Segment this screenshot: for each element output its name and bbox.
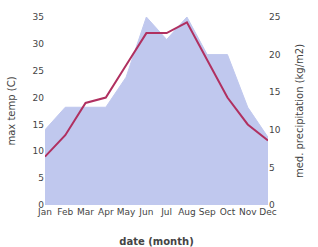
svg-text:5: 5	[269, 163, 275, 173]
svg-text:Dec: Dec	[259, 207, 276, 217]
svg-text:20: 20	[33, 93, 45, 103]
svg-text:Aug: Aug	[178, 207, 196, 217]
svg-text:Jun: Jun	[138, 207, 153, 217]
svg-text:5: 5	[38, 173, 44, 183]
svg-text:Jul: Jul	[160, 207, 172, 217]
svg-text:20: 20	[269, 50, 281, 60]
svg-text:15: 15	[269, 87, 280, 97]
svg-text:Jan: Jan	[37, 207, 52, 217]
svg-text:0: 0	[269, 200, 275, 210]
svg-text:date (month): date (month)	[119, 236, 193, 247]
svg-text:Oct: Oct	[220, 207, 236, 217]
svg-text:Feb: Feb	[57, 207, 73, 217]
svg-text:25: 25	[33, 66, 44, 76]
svg-text:10: 10	[269, 125, 281, 135]
svg-text:10: 10	[33, 146, 45, 156]
svg-text:med. precipitation (kg/m2): med. precipitation (kg/m2)	[294, 44, 305, 178]
svg-text:30: 30	[33, 39, 45, 49]
svg-text:0: 0	[38, 200, 44, 210]
svg-text:Nov: Nov	[239, 207, 257, 217]
svg-text:Mar: Mar	[77, 207, 94, 217]
svg-text:Apr: Apr	[98, 207, 114, 217]
svg-text:15: 15	[33, 120, 44, 130]
svg-text:Sep: Sep	[199, 207, 216, 217]
svg-text:max temp (C): max temp (C)	[6, 76, 17, 145]
svg-text:May: May	[117, 207, 136, 217]
svg-text:35: 35	[33, 12, 44, 22]
svg-text:25: 25	[269, 12, 280, 22]
